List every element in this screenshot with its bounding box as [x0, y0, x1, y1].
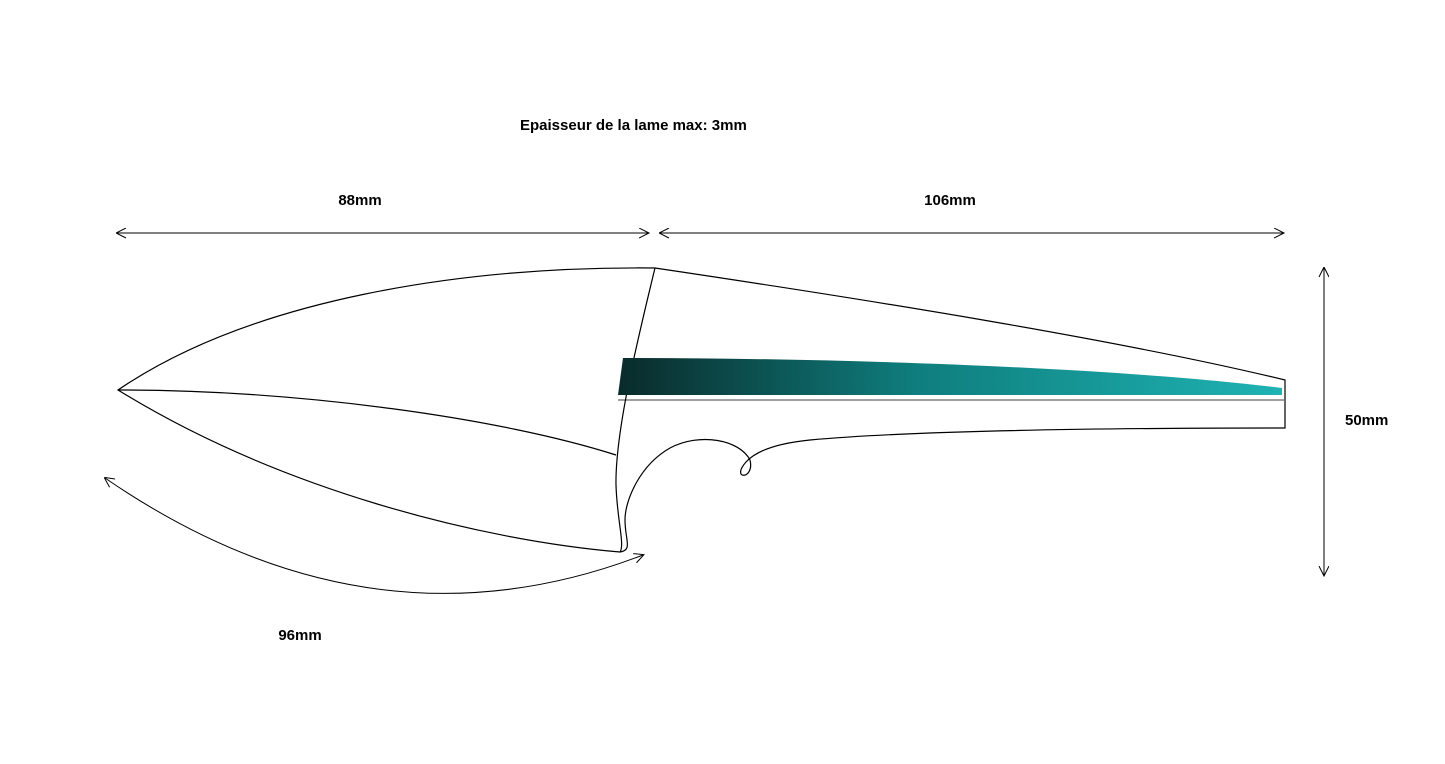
diagram-title: Epaisseur de la lame max: 3mm — [520, 117, 747, 134]
knife-outline — [118, 268, 1285, 552]
dim-label-edge: 96mm — [278, 627, 321, 644]
dim-label-handle: 106mm — [924, 192, 976, 209]
dim-label-height: 50mm — [1345, 412, 1388, 429]
knife-diagram: Epaisseur de la lame max: 3mm 88mm 106mm… — [0, 0, 1445, 764]
dim-label-blade: 88mm — [338, 192, 381, 209]
